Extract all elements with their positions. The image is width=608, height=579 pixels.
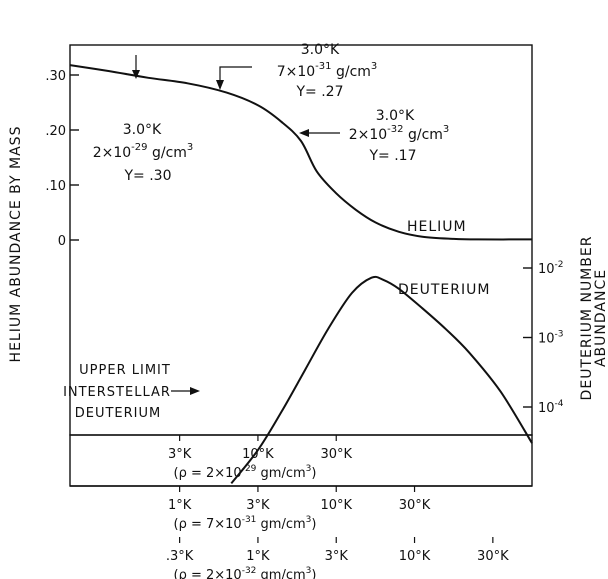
y-left-tick-label: .20 (45, 124, 66, 139)
temp-scale-tick-label: 3°K (168, 447, 192, 462)
annotation-2-helium: Y= .27 (296, 84, 344, 100)
y-right-ticks: 10-2 10-3 10-4 (523, 260, 564, 416)
annotation-2-arrowhead (216, 80, 224, 90)
annotation-2-density-exp: -31 (315, 61, 331, 72)
interstellar-annotation: UPPER LIMIT INTERSTELLAR DEUTERIUM (63, 363, 200, 421)
series-label-helium: HELIUM (407, 219, 467, 235)
y-right-axis-title-line2: ABUNDANCE (593, 269, 608, 367)
annotation-3-density: 2×10-32 g/cm3 (349, 124, 450, 143)
y-left-ticks: .30 .20 .10 0 (45, 69, 79, 249)
y-right-tick-label: 10-4 (538, 399, 564, 416)
annotation-3-density-exp: -32 (387, 124, 403, 135)
annotation-1-helium: Y= .30 (124, 168, 172, 184)
annotation-2-arrow (219, 66, 252, 83)
y-right-tick-label: 10-3 (538, 330, 564, 347)
interstellar-label-line1: UPPER LIMIT (79, 363, 171, 378)
annotation-3-density-unit: g/cm (404, 127, 443, 143)
temp-scale-tick-label: 10°K (320, 498, 352, 513)
temp-scale-tick-label: .3°K (166, 549, 194, 564)
temp-scale-density-label: (ρ = 2×10-32 gm/cm3) (174, 566, 317, 579)
annotation-3-helium: Y= .17 (369, 148, 417, 164)
annotation-1-density-exp: -29 (131, 142, 147, 153)
temperature-scales: 3°K 10°K 30°K(ρ = 2×10-29 gm/cm3)1°K 3°K 10°… (166, 435, 509, 579)
temp-scale-tick-label: 10°K (242, 447, 274, 462)
annotation-1-density-mantissa: 2×10 (93, 145, 131, 161)
interstellar-label-line2: INTERSTELLAR (63, 385, 171, 400)
temp-scale-density-label: (ρ = 2×10-29 gm/cm3) (174, 464, 317, 481)
series-label-deuterium: DEUTERIUM (398, 282, 490, 298)
temp-scale-tick-label: 30°K (477, 549, 509, 564)
temp-scale-tick-label: 3°K (325, 549, 349, 564)
annotation-3-temp: 3.0°K (376, 108, 415, 124)
annotation-1: 3.0°K 2×10-29 g/cm3 Y= .30 (93, 55, 194, 184)
annotation-1-density-unit-exp: 3 (187, 142, 193, 153)
y-left-tick-label: 0 (58, 234, 66, 249)
temp-scale-tick-label: 30°K (320, 447, 352, 462)
annotation-3: 3.0°K 2×10-32 g/cm3 Y= .17 (299, 108, 449, 164)
y-left-tick-label: .10 (45, 179, 66, 194)
temp-scale-tick-label: 30°K (399, 498, 431, 513)
annotation-2: 3.0°K 7×10-31 g/cm3 Y= .27 (216, 42, 377, 100)
y-left-axis-title: HELIUM ABUNDANCE BY MASS (8, 126, 24, 363)
deuterium-curve (230, 275, 533, 485)
annotation-1-temp: 3.0°K (123, 122, 162, 138)
annotation-2-temp: 3.0°K (301, 42, 340, 58)
annotation-3-density-unit-exp: 3 (443, 124, 449, 135)
annotation-3-density-mantissa: 2×10 (349, 127, 387, 143)
temp-scale-density-label: (ρ = 7×10-31 gm/cm3) (174, 515, 317, 532)
annotation-2-density-unit-exp: 3 (371, 61, 377, 72)
annotation-1-density-unit: g/cm (148, 145, 187, 161)
annotation-2-density-mantissa: 7×10 (277, 64, 315, 80)
helium-curve (69, 64, 533, 241)
annotation-1-density: 2×10-29 g/cm3 (93, 142, 194, 161)
interstellar-label-line3: DEUTERIUM (75, 406, 162, 421)
temp-scale-tick-label: 10°K (399, 549, 431, 564)
temp-scale-tick-label: 1°K (168, 498, 192, 513)
y-left-tick-label: .30 (45, 69, 66, 84)
y-right-tick-label: 10-2 (538, 260, 564, 277)
y-right-axis-title-line1: DEUTERIUM NUMBER (579, 236, 595, 401)
temp-scale-tick-label: 1°K (246, 549, 270, 564)
interstellar-arrowhead (190, 387, 200, 395)
annotation-3-arrowhead (299, 129, 309, 137)
annotation-2-density: 7×10-31 g/cm3 (277, 61, 378, 80)
annotation-2-density-unit: g/cm (332, 64, 371, 80)
temp-scale-tick-label: 3°K (246, 498, 270, 513)
annotation-1-arrowhead (132, 70, 140, 79)
